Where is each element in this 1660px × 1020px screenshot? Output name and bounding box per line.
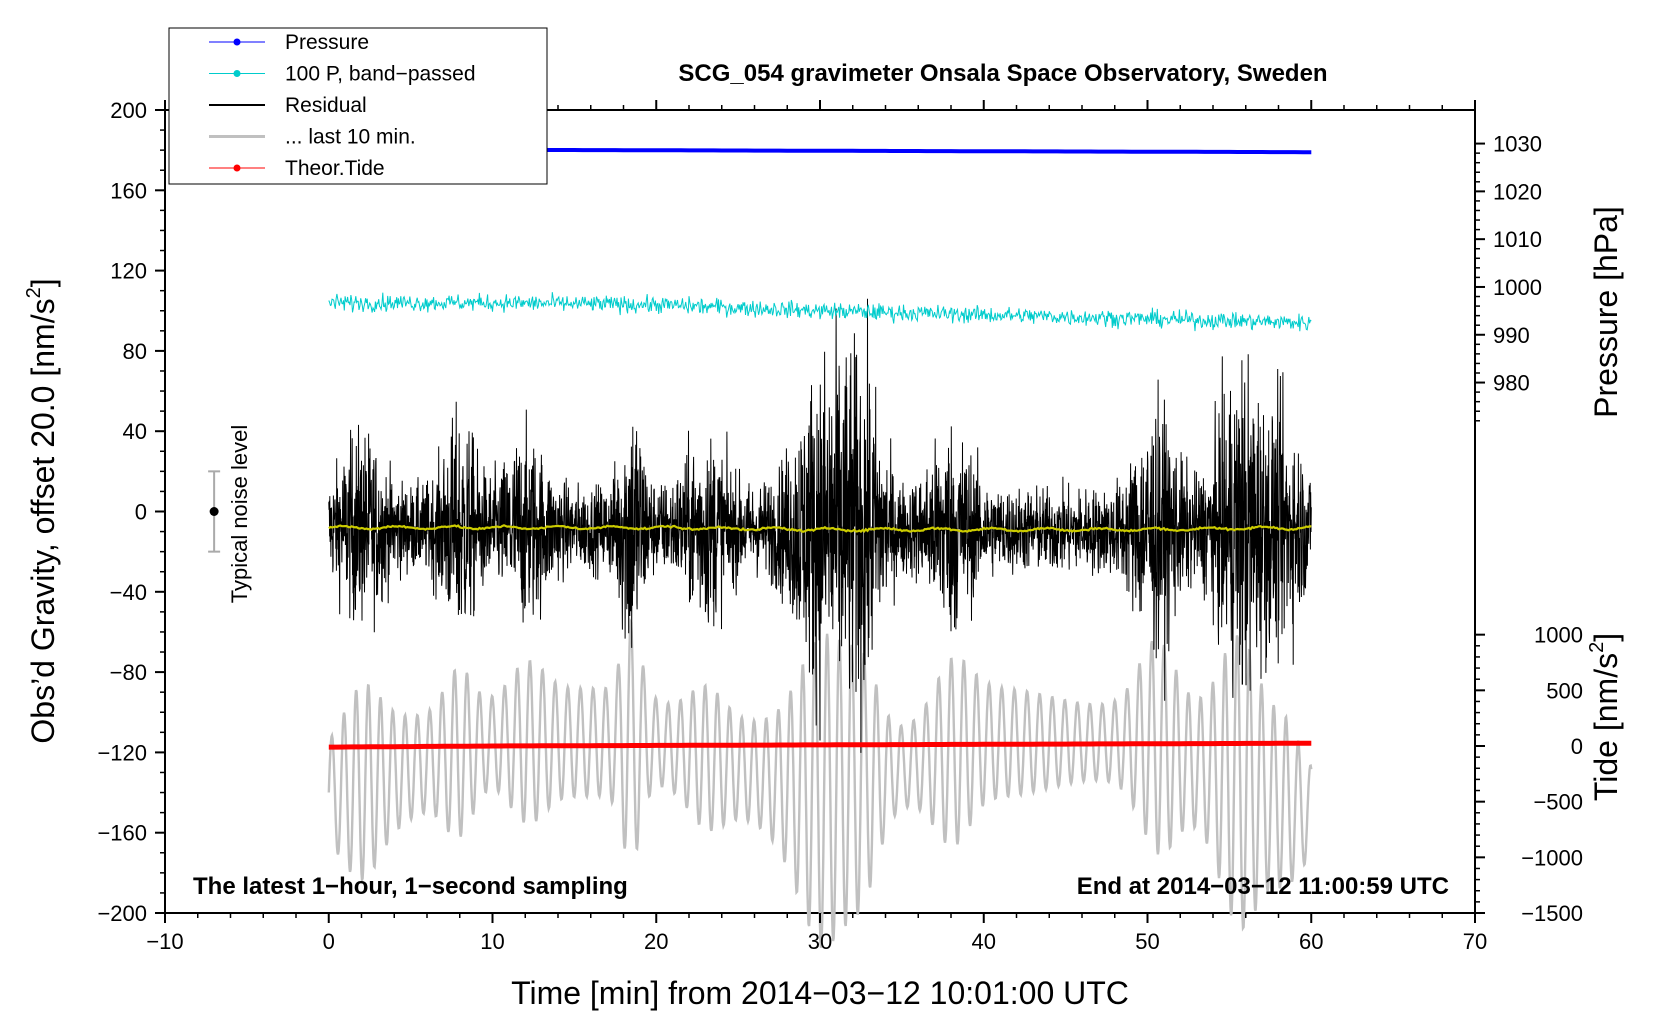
tide-tick-label: 0: [1571, 734, 1583, 759]
series-line-last-10-min: [327, 617, 1313, 948]
tide-tick-label: 1000: [1534, 623, 1583, 648]
legend-entries: Pressure 100 P, band−passed Residual ... la…: [209, 31, 476, 180]
y-axis-title-pressure: Pressure [hPa]: [1588, 206, 1624, 418]
typical-noise-bar: [208, 470, 221, 553]
series-line-theoretical-tide: [328, 740, 1312, 750]
tide-tick-label: −1500: [1521, 901, 1583, 926]
noise-level-label: Typical noise level: [227, 425, 252, 604]
series-residual: [328, 298, 1312, 753]
y-axis-title-tide: Tide [nm/s2]: [1586, 633, 1624, 801]
series-residual-smoothed: [328, 524, 1312, 534]
legend-marker: [233, 164, 241, 172]
series-theoretical-tide: [328, 740, 1312, 750]
tide-tick-label: −1000: [1521, 845, 1583, 870]
pressure-tick-label: 1010: [1493, 227, 1542, 252]
series-line-residual: [328, 298, 1312, 753]
x-axis-title: Time [min] from 2014−03−12 10:01:00 UTC: [511, 975, 1129, 1011]
y-tick-label: 80: [123, 339, 147, 364]
y-tick-label: 160: [110, 178, 147, 203]
legend-label: ... last 10 min.: [285, 126, 416, 149]
legend-label: Residual: [285, 94, 367, 117]
pressure-tick-label: 1030: [1493, 132, 1542, 157]
y-tick-label: 200: [110, 98, 147, 123]
y-axis-title-tide-sup: 2: [1586, 642, 1608, 653]
pressure-tick-label: 990: [1493, 323, 1530, 348]
x-tick-label: −10: [146, 929, 183, 954]
y-tick-label: 120: [110, 259, 147, 284]
x-tick-label: 10: [480, 929, 504, 954]
y-axis-title-left: Obs’d Gravity, offset 20.0 [nm/s2]: [23, 278, 61, 743]
y-axis-title-left-end: ]: [25, 278, 61, 287]
y-axis-title-left-main: Obs’d Gravity, offset 20.0 [nm/s: [25, 298, 61, 743]
series-last-10-min: [327, 617, 1313, 948]
x-tick-label: 40: [972, 929, 996, 954]
legend: Pressure 100 P, band−passed Residual ... la…: [168, 27, 548, 185]
chart-title: SCG_054 gravimeter Onsala Space Observat…: [678, 60, 1327, 87]
y-tick-label: −160: [97, 821, 147, 846]
legend-marker: [233, 38, 241, 46]
legend-label: Theor.Tide: [285, 157, 385, 180]
pressure-tick-label: 980: [1493, 371, 1530, 396]
axis-ticks: −10 0 10 20 30 40 50 60 70−200−160−120−80−400408…: [97, 98, 1583, 954]
y-tick-label: −80: [110, 660, 147, 685]
x-tick-label: 20: [644, 929, 668, 954]
y-axis-title-left-sup: 2: [23, 287, 45, 298]
y-axis-title-tide-main: Tide [nm/s: [1588, 653, 1624, 801]
legend-marker: [233, 70, 241, 77]
y-axis-title-tide-end: ]: [1588, 633, 1624, 642]
x-tick-label: 0: [323, 929, 335, 954]
legend-label: Pressure: [285, 31, 369, 54]
annotation-latest-hour: The latest 1−hour, 1−second sampling: [193, 873, 628, 900]
x-tick-label: 50: [1135, 929, 1159, 954]
tide-tick-label: −500: [1533, 790, 1583, 815]
y-tick-label: −40: [110, 580, 147, 605]
x-tick-label: 70: [1463, 929, 1487, 954]
annotation-end-time: End at 2014−03−12 11:00:59 UTC: [1077, 873, 1449, 900]
tide-tick-label: 500: [1546, 678, 1583, 703]
legend-label: 100 P, band−passed: [285, 63, 476, 86]
y-tick-label: 40: [123, 419, 147, 444]
pressure-tick-label: 1020: [1493, 179, 1542, 204]
series-line-residual-smoothed: [328, 524, 1312, 534]
series-line-pressure-band-passed: [328, 292, 1312, 332]
pressure-tick-label: 1000: [1493, 275, 1542, 300]
x-tick-label: 30: [808, 929, 832, 954]
x-tick-label: 60: [1299, 929, 1323, 954]
series-pressure-band-passed: [328, 292, 1312, 332]
noise-bar-center-dot: [209, 507, 219, 516]
y-tick-label: −200: [97, 901, 147, 926]
y-tick-label: 0: [135, 500, 147, 525]
y-tick-label: −120: [97, 740, 147, 765]
